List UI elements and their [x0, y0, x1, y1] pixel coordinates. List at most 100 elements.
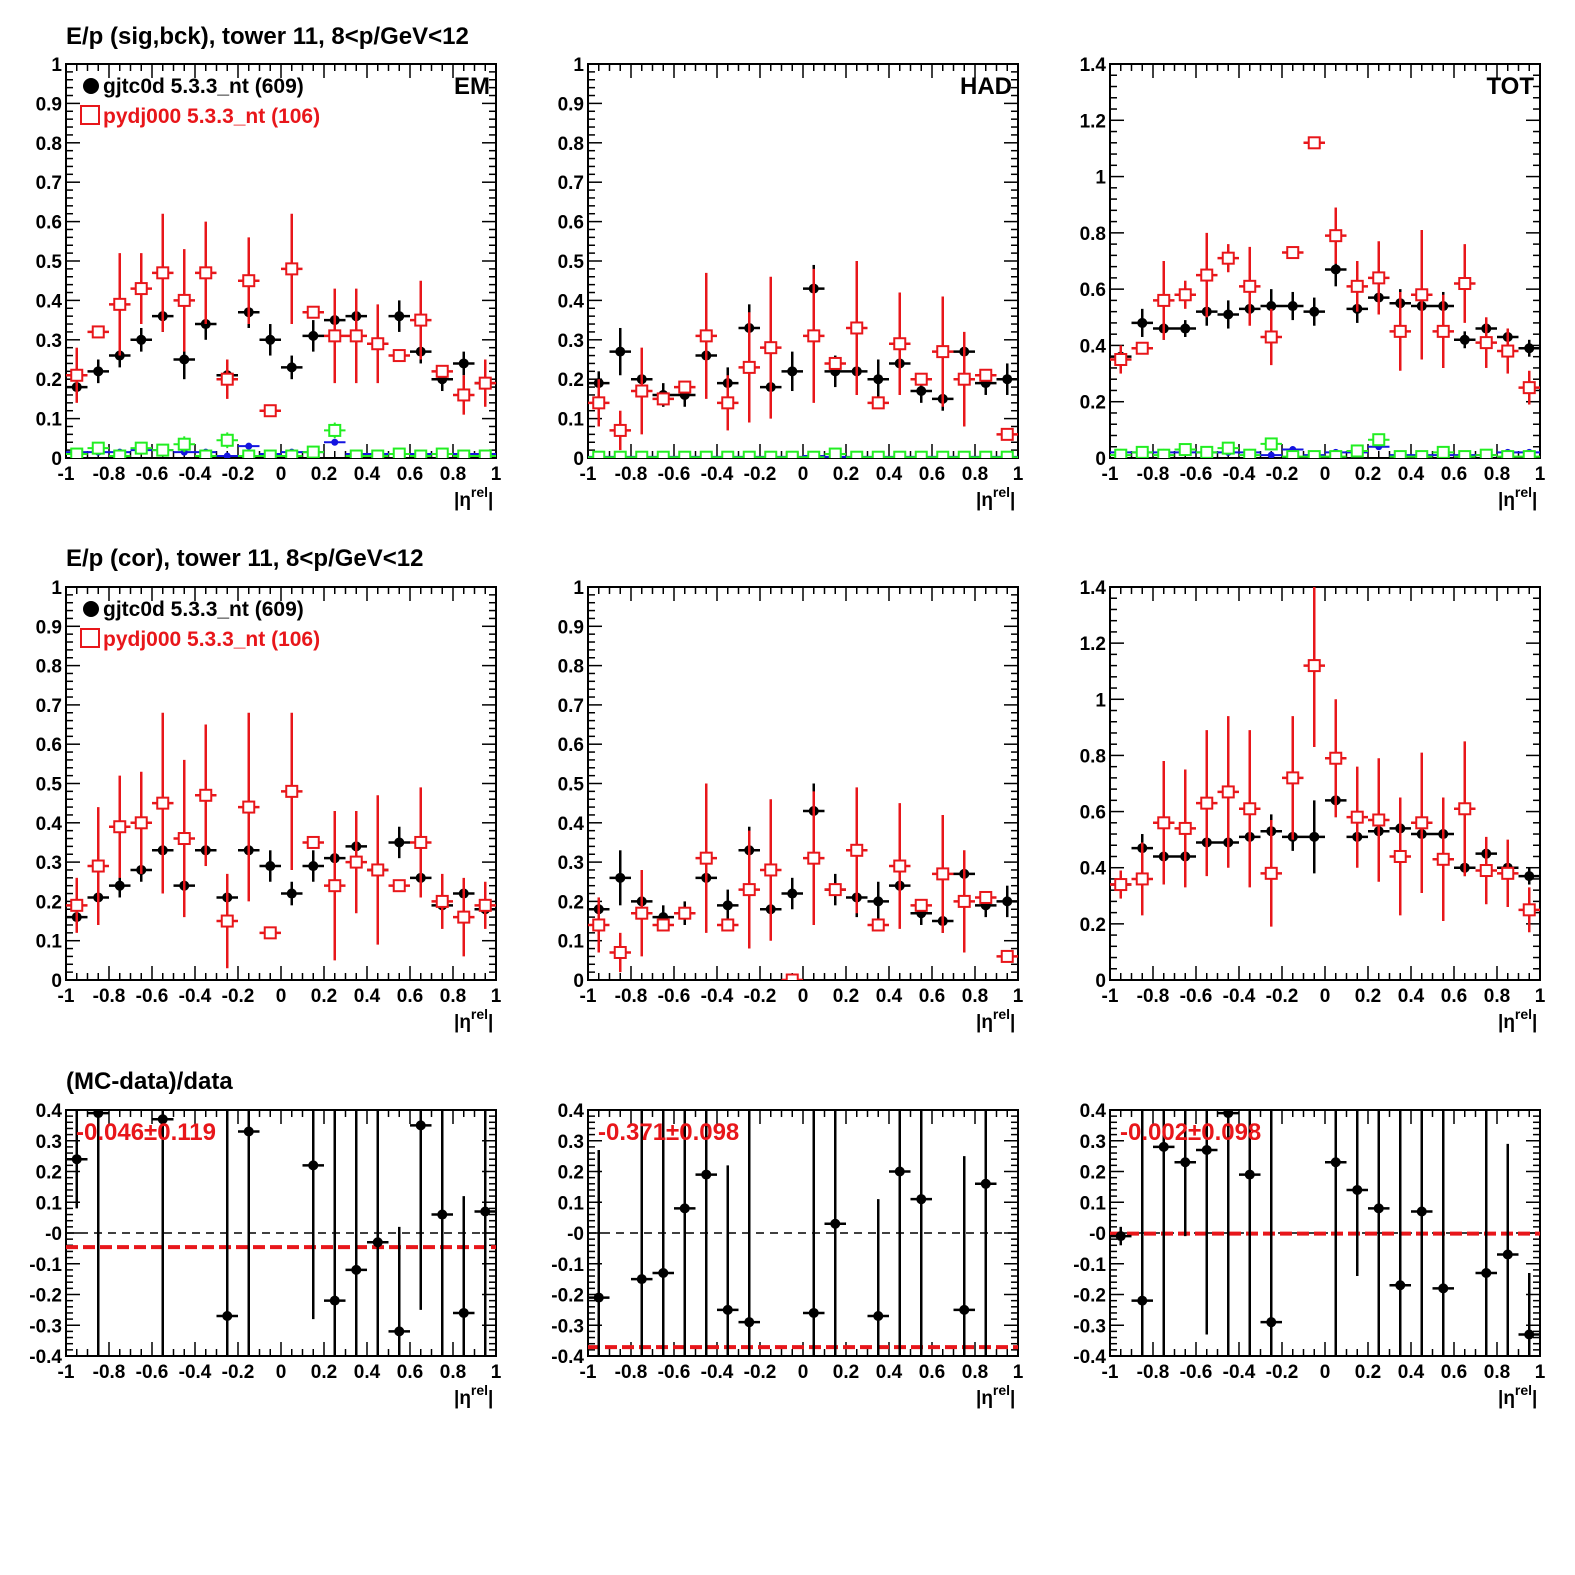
mc-marker — [1436, 445, 1450, 458]
mc-marker — [1372, 813, 1386, 827]
x-tick-label: 1 — [1013, 1362, 1024, 1383]
plot-frame — [1109, 63, 1541, 459]
data-marker — [93, 366, 104, 377]
mc-marker — [1372, 433, 1386, 447]
mc-marker — [220, 914, 234, 928]
mc-marker — [592, 918, 606, 932]
mc-marker — [1350, 279, 1364, 293]
mc-marker — [764, 341, 778, 355]
data-marker — [1223, 309, 1234, 320]
mc-marker — [435, 447, 449, 458]
mc-marker — [285, 784, 299, 798]
mc-marker — [1501, 450, 1515, 458]
mc-marker — [592, 450, 606, 458]
y-tick-label: 0.8 — [558, 134, 584, 155]
x-tick-label: 0.2 — [833, 1362, 859, 1383]
x-tick-label: -0.6 — [658, 986, 691, 1007]
x-tick-label: -1 — [58, 464, 75, 485]
data-marker — [916, 1194, 927, 1205]
legend-mc-marker — [80, 628, 100, 648]
data-marker — [679, 1203, 690, 1214]
x-tick-label: 0 — [276, 464, 287, 485]
y-tick-label: -0 — [45, 1224, 62, 1245]
mc-marker — [478, 376, 492, 390]
y-tick-label: 0.8 — [558, 657, 584, 678]
x-tick-label: 0.4 — [1398, 1362, 1425, 1383]
mc-marker — [1329, 450, 1343, 458]
y-tick-label: 1 — [51, 578, 62, 599]
x-tick-label: 0.6 — [1441, 986, 1467, 1007]
mc-marker — [1157, 293, 1171, 307]
data-marker — [1309, 306, 1320, 317]
mc-marker — [1415, 450, 1429, 458]
x-tick-label: 0 — [798, 1362, 809, 1383]
x-tick-label: -0.2 — [744, 1362, 777, 1383]
x-tick-label: -0.4 — [1223, 464, 1256, 485]
corner-label: HAD — [960, 73, 1012, 100]
mc-marker — [1501, 344, 1515, 358]
data-marker — [1416, 1206, 1427, 1217]
series-group — [1110, 136, 1540, 458]
x-tick-label: 0 — [798, 464, 809, 485]
mc-marker — [414, 835, 428, 849]
mc-marker — [1114, 448, 1128, 458]
x-tick-label: -0.6 — [136, 986, 169, 1007]
x-tick-label: 1 — [1013, 464, 1024, 485]
mc-marker — [1264, 866, 1278, 880]
mc-marker — [177, 293, 191, 307]
data-marker — [873, 896, 884, 907]
x-tick-label: -0.6 — [136, 464, 169, 485]
y-tick-label: 0.1 — [558, 1193, 585, 1214]
x-tick-label: 0.4 — [876, 1362, 903, 1383]
mc-marker — [635, 450, 649, 458]
y-tick-label: 0.3 — [36, 1132, 62, 1153]
x-tick-label: -0.4 — [179, 1362, 212, 1383]
data-marker — [1330, 1157, 1341, 1168]
data-marker — [722, 1304, 733, 1315]
mc-marker — [1436, 852, 1450, 866]
mc-marker — [306, 835, 320, 849]
legend-data-label: gjtc0d 5.3.3_nt (609) — [103, 598, 304, 621]
y-tick-label: -0 — [1089, 1224, 1106, 1245]
data-marker — [93, 1110, 104, 1119]
mc-marker — [699, 450, 713, 458]
data-marker — [1115, 1231, 1126, 1242]
mc-marker — [807, 450, 821, 458]
data-marker — [394, 311, 405, 322]
mc-marker — [371, 449, 385, 458]
y-tick-label: 0 — [1095, 449, 1106, 470]
y-tick-label: 0.1 — [558, 932, 585, 953]
y-tick-label: 0.2 — [558, 892, 584, 913]
fit-label: -0.371±0.098 — [598, 1119, 739, 1146]
x-tick-label: -0.4 — [179, 986, 212, 1007]
x-tick-label: 0 — [1320, 986, 1331, 1007]
x-tick-label: -0.2 — [744, 464, 777, 485]
data-marker — [615, 346, 626, 357]
y-tick-label: -0.1 — [1073, 1255, 1106, 1276]
panel-p22: -1 -0.8 -0.6 -0.4 -0.2 0 0.2 0.4 0.6 0.8 1 0 0.1 0.2 0… — [558, 578, 1024, 1033]
mc-marker — [1501, 866, 1515, 880]
data-marker — [1438, 1283, 1449, 1294]
y-tick-label: 0.4 — [1080, 336, 1107, 357]
data-marker — [1524, 343, 1535, 354]
x-tick-label: -0.2 — [1266, 986, 1299, 1007]
mc-marker — [113, 820, 127, 834]
y-tick-label: 0.7 — [558, 696, 584, 717]
series-group — [588, 1110, 997, 1356]
data-marker — [458, 358, 469, 369]
x-axis-label: |ηrel| — [976, 484, 1015, 511]
mc-marker — [1000, 949, 1014, 963]
y-tick-label: -0.2 — [1073, 1286, 1106, 1307]
y-tick-label: 0 — [1095, 971, 1106, 992]
mc-marker — [1479, 336, 1493, 350]
mc-marker — [1157, 816, 1171, 830]
mc-marker — [328, 879, 342, 893]
mc-marker — [957, 450, 971, 458]
mc-marker — [70, 898, 84, 912]
x-tick-label: 0 — [276, 986, 287, 1007]
mc-marker — [328, 329, 342, 343]
mc-marker — [828, 447, 842, 458]
data-marker — [1352, 1184, 1363, 1195]
mc-marker — [263, 926, 277, 940]
mc-marker — [91, 325, 105, 339]
